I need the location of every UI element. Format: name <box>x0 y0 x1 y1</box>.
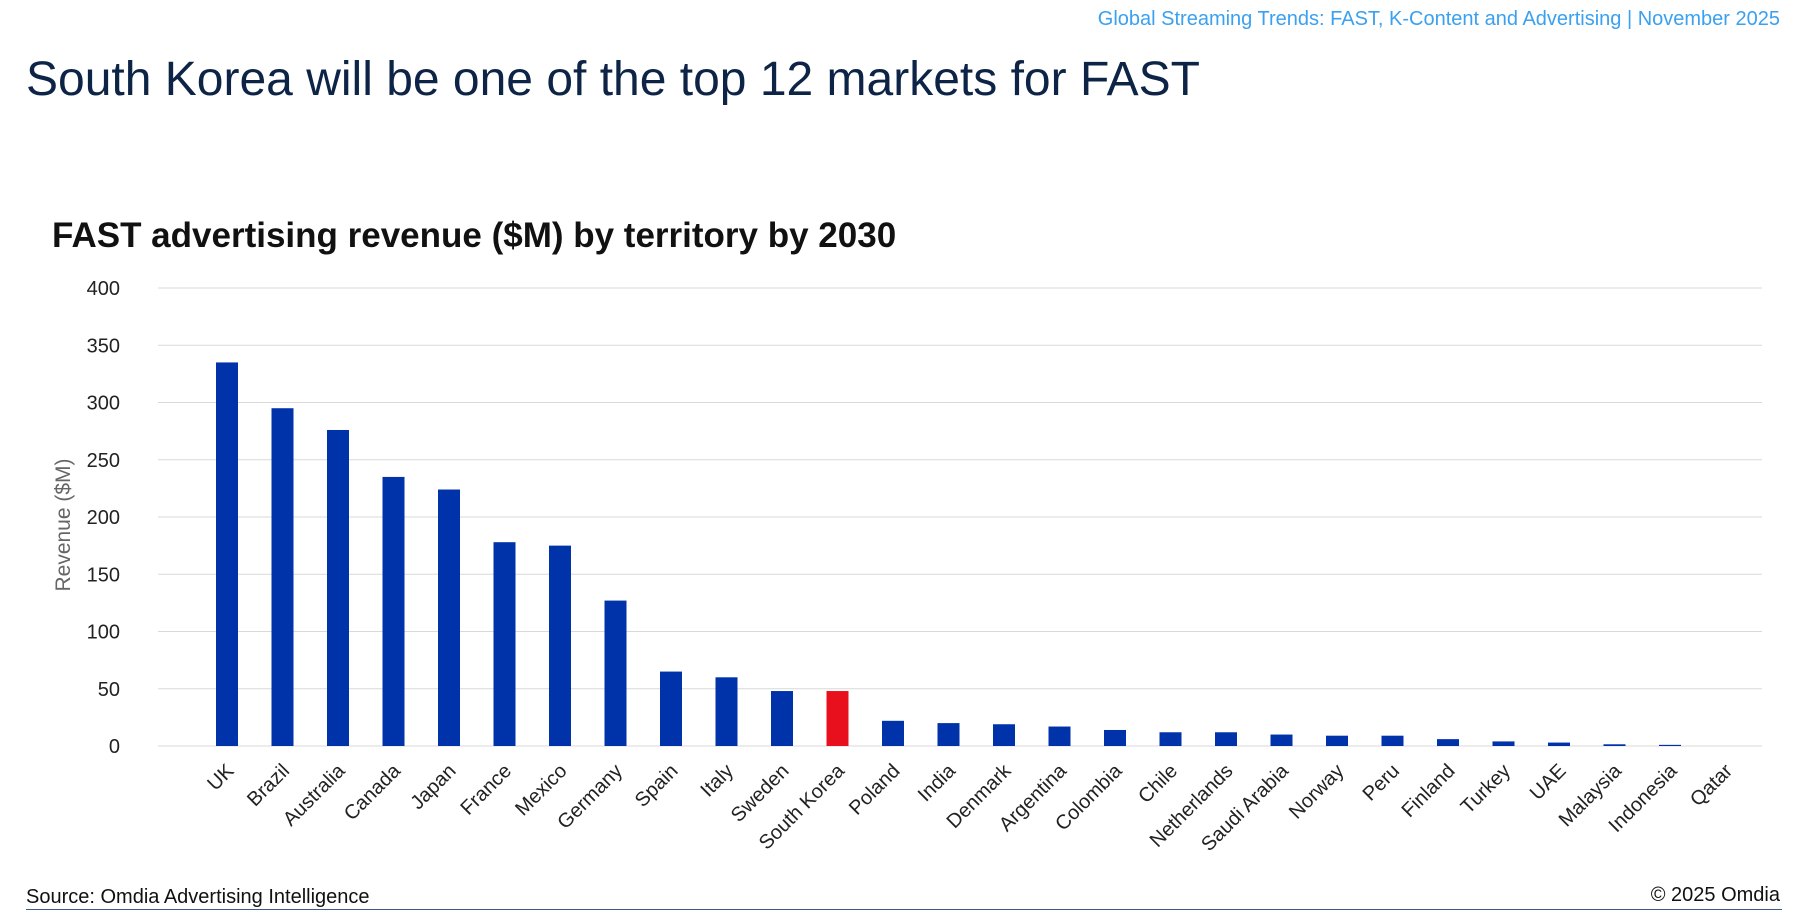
x-tick-label: India <box>914 759 961 806</box>
source-note: Source: Omdia Advertising Intelligence <box>26 886 370 908</box>
y-tick-label: 200 <box>87 507 120 529</box>
bar-chile <box>1159 732 1182 746</box>
x-tick-label: Peru <box>1359 760 1404 805</box>
x-tick-label: Turkey <box>1457 760 1515 818</box>
bar-france <box>493 542 516 746</box>
y-tick-label: 100 <box>87 622 120 644</box>
bar-netherlands <box>1215 732 1237 746</box>
bar-uae <box>1548 742 1570 746</box>
x-tick-label: Italy <box>697 760 738 801</box>
bar-norway <box>1326 735 1348 746</box>
x-tick-label: Canada <box>340 759 406 825</box>
bar-sweden <box>771 691 793 746</box>
x-tick-label: Norway <box>1285 760 1348 823</box>
x-tick-label: Brazil <box>243 760 294 811</box>
bar-india <box>937 723 960 746</box>
bar-argentina <box>1048 726 1071 746</box>
slide-title: South Korea will be one of the top 12 ma… <box>26 53 1200 106</box>
bar-brazil <box>271 408 294 746</box>
y-tick-label: 0 <box>109 736 120 758</box>
y-tick-label: 250 <box>87 450 120 472</box>
chart-gridlines <box>158 287 1762 747</box>
chart-bars <box>216 362 1681 746</box>
copyright: © 2025 Omdia <box>1650 884 1780 906</box>
bar-japan <box>438 489 460 746</box>
bar-peru <box>1381 735 1404 746</box>
bar-turkey <box>1492 741 1515 746</box>
header-note: Global Streaming Trends: FAST, K-Content… <box>1097 8 1780 30</box>
bar-indonesia <box>1659 744 1681 746</box>
bar-germany <box>604 600 627 746</box>
y-tick-label: 150 <box>87 564 120 586</box>
y-axis-ticks: 0 50 100 150 200 250 300 350 400 <box>87 278 120 758</box>
x-tick-label: UK <box>203 760 239 796</box>
y-tick-label: 300 <box>87 393 120 415</box>
bar-south-korea <box>826 691 849 746</box>
x-tick-label: Spain <box>631 760 683 812</box>
footer-rule <box>26 909 1782 910</box>
bar-denmark <box>993 724 1015 746</box>
chart-title: FAST advertising revenue ($M) by territo… <box>52 216 897 255</box>
bar-chart: 0 50 100 150 200 250 300 350 400 UK BrazilAustral… <box>52 278 1762 856</box>
bar-colombia <box>1104 729 1126 746</box>
bar-italy <box>715 677 738 746</box>
bar-malaysia <box>1603 744 1626 746</box>
bar-saudi-arabia <box>1270 734 1293 746</box>
x-tick-label: Chile <box>1134 760 1182 808</box>
x-tick-label: France <box>456 760 516 820</box>
x-tick-label: Australia <box>279 759 350 830</box>
bar-spain <box>660 671 682 746</box>
bar-poland <box>882 720 904 746</box>
bar-canada <box>382 476 405 746</box>
x-tick-label: Finland <box>1398 760 1460 822</box>
x-tick-label: Poland <box>845 760 905 820</box>
y-tick-label: 350 <box>87 335 120 357</box>
x-tick-label: Qatar <box>1686 760 1737 811</box>
y-tick-label: 400 <box>87 278 120 300</box>
y-axis-label: Revenue ($M) <box>52 458 75 591</box>
bar-australia <box>327 429 349 746</box>
y-tick-label: 50 <box>98 679 120 701</box>
x-tick-label: Japan <box>406 760 460 814</box>
x-tick-label: UAE <box>1526 760 1571 805</box>
bar-uk <box>216 362 238 746</box>
bar-mexico <box>549 545 571 746</box>
bar-finland <box>1437 739 1459 746</box>
